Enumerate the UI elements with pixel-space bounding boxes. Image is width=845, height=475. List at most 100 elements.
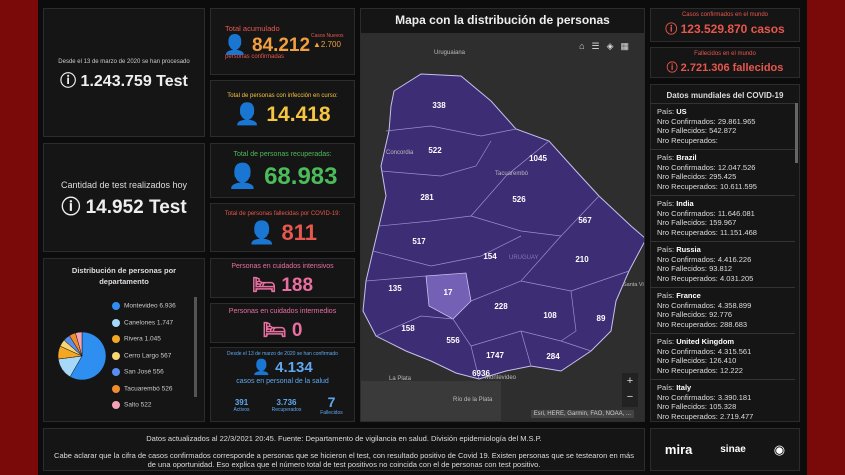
uruguay-outline [362,73,644,380]
country-field: Nro Recuperados: 12.222 [657,366,789,376]
legend-item: Montevideo 6.936 [112,302,176,310]
map-toolbar[interactable]: ⌂☰◈▦ [579,41,636,51]
place-label: Tacuarembó [495,171,529,177]
stat-value: 7 [327,394,336,410]
zoom-controls[interactable]: + − [622,373,638,407]
department-count: 517 [412,237,426,246]
stat-value: 3.736 [276,398,297,407]
caption: Cantidad de test realizados hoy [60,180,188,190]
legend-value: 6.936 [159,302,176,310]
distribution-panel: Distribución de personas por departament… [43,258,205,422]
department-count: 1747 [486,351,504,360]
pie-chart [57,331,107,381]
logo-icon: ◉ [773,441,786,457]
field-label: Nro Fallecidos: [657,310,708,320]
field-label: Nro Fallecidos: [657,218,708,228]
field-value: 12.047.526 [717,162,756,172]
field-label: Nro Fallecidos: [657,356,708,366]
field-label: Nro Recuperados: [657,411,718,421]
place-label: La Plata [389,376,412,382]
highlighted-department [425,272,472,320]
country-field: País: Russia [657,245,789,255]
legend-swatch [112,384,120,393]
staff-stat: 7 Fallecidos [309,394,354,416]
stat-label: Recuperados [271,407,302,413]
field-value: 105.328 [709,402,737,412]
field-value: 4.315.561 [717,346,752,356]
legend-name: Tacuarembó [124,385,160,393]
caption: Casos confirmados en el mundo [681,12,769,18]
place-label: Santa Vitória do Palmar [623,282,645,288]
field-value: 542.872 [709,126,737,136]
recovered-panel: Total de personas recuperadas: 👤 68.983 [210,143,355,198]
country-entry: País: US Nro Confirmados: 29.861.965 Nro F… [651,104,795,150]
legend-name: Canelones [124,319,156,327]
subcaption: casos en personal de la salud [236,378,329,385]
legend-value: 567 [160,352,172,360]
country-field: País: India [657,199,789,209]
field-label: País: [657,337,675,346]
footer-panel: Datos actualizados al 22/3/2021 20:45. F… [43,428,645,471]
field-label: Nro Fallecidos: [657,264,708,274]
scrollbar [194,297,197,397]
country-field: País: Brazil [657,153,789,163]
department-count: 284 [546,352,560,361]
world-confirmed-panel: Casos confirmados en el mundo ⓘ 123.529.… [650,8,800,42]
field-label: País: [657,107,675,116]
department-count: 556 [446,336,460,345]
legend-value: 522 [140,401,152,409]
scrollbar [795,103,798,163]
note: Cabe aclarar que la cifra de casos confi… [54,451,634,469]
legend-item: San José 556 [112,368,164,376]
country-field: País: US [657,107,789,117]
tests-today-panel: Cantidad de test realizados hoy ⓘ 14.952… [43,143,205,252]
department-count: 108 [543,311,557,320]
stat-value: 391 [234,398,249,407]
value: 👤 811 [247,220,317,245]
world-list-panel: Datos mundiales del COVID-19 País: US Nro… [650,84,800,422]
field-value: 11.151.468 [719,227,757,237]
value: 👤 68.983 [227,163,338,190]
value-text: 1.243.759 Test [80,73,188,90]
field-value: 93.812 [709,264,733,274]
field-value: 12.222 [719,365,743,375]
department-count: 338 [432,101,446,110]
department-count: 17 [444,288,453,297]
field-label: País: [657,153,675,162]
country-entry: País: Brazil Nro Confirmados: 12.047.526 N… [651,150,795,196]
legend-item: Tacuarembó 526 [112,384,173,393]
pie-slice [69,331,107,381]
field-label: Nro Recuperados: [657,181,718,191]
title: Datos mundiales del COVID-19 [666,91,784,100]
department-count: 228 [494,302,508,311]
field-label: Nro Fallecidos: [657,402,708,412]
country-list[interactable]: País: US Nro Confirmados: 29.861.965 Nro F… [651,103,795,421]
field-value: Russia [676,245,701,254]
subcaption: personas confirmadas [225,54,285,60]
country-field: Nro Confirmados: 29.861.965 [657,117,789,127]
legend-swatch [112,335,120,343]
department-count: 567 [578,216,592,225]
country-field: Nro Recuperados: 288.683 [657,320,789,330]
field-value: 11.646.081 [717,208,755,218]
legend-value: 556 [152,368,164,376]
department-count: 522 [428,146,442,155]
legend-value: 526 [161,385,173,393]
attribution: Esri, HERE, Garmin, FAO, NOAA, ... [530,410,634,418]
new-value: ▲2.700 [313,40,341,49]
field-label: Nro Confirmados: [657,162,716,172]
department-count: 135 [388,284,402,293]
field-label: Nro Confirmados: [657,116,716,126]
pie-slice [75,331,83,357]
value: 👤 84.212 [223,35,311,56]
field-value: 92.776 [709,310,733,320]
country-field: Nro Recuperados: 10.611.595 [657,182,789,192]
value: 🛏 0 [262,320,303,341]
place-label: Uruguaiana [434,50,466,56]
country-field: Nro Fallecidos: 542.872 [657,126,789,136]
confirmed-panel: Total acumulado 👤 84.212 personas confir… [210,8,355,75]
country-field: Nro Recuperados: [657,136,789,146]
field-label: País: [657,199,675,208]
country-field: País: France [657,291,789,301]
country-field: Nro Fallecidos: 93.812 [657,264,789,274]
